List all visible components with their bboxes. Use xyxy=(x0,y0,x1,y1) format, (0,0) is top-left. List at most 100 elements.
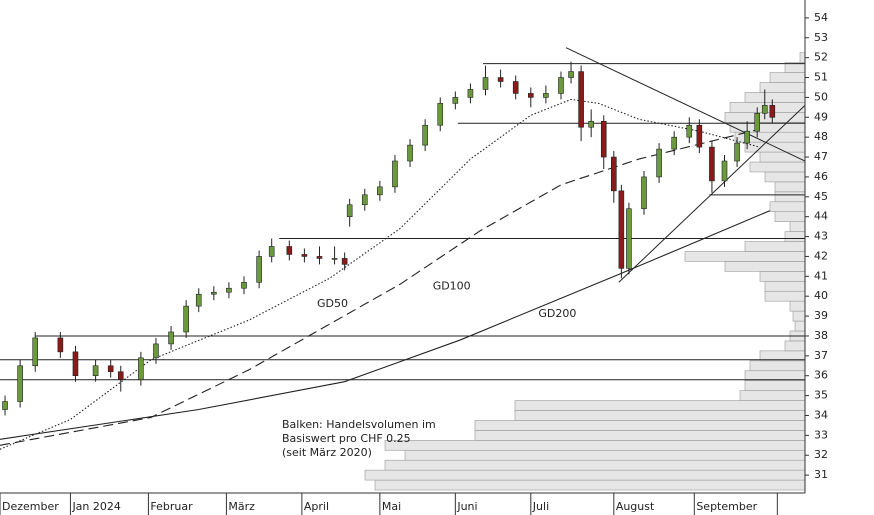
y-tick-label: 44 xyxy=(814,210,828,223)
candle-body xyxy=(618,190,625,269)
candle-body xyxy=(92,365,99,377)
y-tick-label: 52 xyxy=(814,51,828,64)
y-tick-label: 36 xyxy=(814,369,828,382)
candle-body xyxy=(568,71,574,78)
x-tick-label: Mai xyxy=(382,500,401,513)
y-tick-label: 42 xyxy=(814,249,828,262)
x-tick-label: Juni xyxy=(456,500,477,513)
candle-body xyxy=(168,331,174,345)
volume-bar xyxy=(374,479,806,491)
candle-body xyxy=(512,81,519,94)
candle-body xyxy=(301,254,308,257)
volume-bar xyxy=(364,469,806,481)
volume-bar xyxy=(794,320,806,332)
candle-body xyxy=(331,258,338,260)
ma-label: GD100 xyxy=(433,279,471,292)
y-tick-label: 33 xyxy=(814,428,828,441)
trendline xyxy=(618,104,806,283)
x-tick-label: Dezember xyxy=(2,500,59,513)
candle-body xyxy=(32,337,39,367)
candle-body xyxy=(422,124,428,146)
candle-body xyxy=(407,144,413,162)
x-tick-label: Juli xyxy=(532,500,549,513)
y-tick-label: 49 xyxy=(814,110,828,123)
candle-body xyxy=(107,365,114,373)
volume-bar xyxy=(514,410,806,421)
candle-body xyxy=(671,136,677,150)
candle-body xyxy=(626,208,632,269)
volume-bar xyxy=(769,72,806,83)
y-tick-label: 50 xyxy=(814,90,828,103)
volume-bar xyxy=(769,201,806,213)
candle-body xyxy=(256,256,262,283)
y-tick-label: 40 xyxy=(814,289,828,302)
y-tick-label: 39 xyxy=(814,309,828,322)
volume-bar xyxy=(474,430,806,441)
volume-bar xyxy=(759,82,806,93)
y-tick-label: 45 xyxy=(814,190,828,203)
volume-bar xyxy=(774,211,806,222)
candle-body xyxy=(744,130,750,144)
x-tick-label: Jan 2024 xyxy=(71,500,120,513)
y-tick-label: 38 xyxy=(814,329,828,342)
volume-bar xyxy=(774,191,806,203)
candle-body xyxy=(153,343,159,359)
volume-bar xyxy=(764,280,806,292)
volume-bar xyxy=(404,449,806,461)
candle-body xyxy=(497,77,504,82)
candle-body xyxy=(452,97,459,104)
volume-bar xyxy=(759,271,806,282)
candle-body xyxy=(195,293,202,307)
volume-bar xyxy=(774,181,806,193)
volume-bar xyxy=(474,420,806,431)
x-tick-label: April xyxy=(304,500,329,513)
candle-body xyxy=(611,156,617,192)
candle-body xyxy=(17,365,23,402)
candle-body xyxy=(543,93,549,98)
volume-bar xyxy=(514,400,806,411)
y-tick-label: 41 xyxy=(814,269,828,282)
volume-bar xyxy=(749,161,806,173)
candle-body xyxy=(346,204,353,217)
y-tick-label: 43 xyxy=(814,230,828,243)
candle-body xyxy=(709,146,715,182)
moving-average xyxy=(0,210,770,440)
y-tick-label: 48 xyxy=(814,130,828,143)
candle-body xyxy=(138,357,144,380)
candle-body xyxy=(211,291,217,295)
candle-body xyxy=(641,176,647,210)
candle-body xyxy=(117,371,124,380)
candle-body xyxy=(588,120,594,128)
volume-bar xyxy=(764,171,806,183)
y-tick-label: 37 xyxy=(814,349,828,362)
note-text: Balken: Handelsvolumen im xyxy=(282,418,436,431)
volume-bar xyxy=(784,340,806,352)
x-tick-label: März xyxy=(228,500,255,513)
ma-label: GD50 xyxy=(317,297,348,310)
volume-bar xyxy=(784,231,806,242)
volume-bar xyxy=(744,380,806,391)
candle-body xyxy=(696,124,703,148)
volume-bar xyxy=(789,300,806,312)
moving-average xyxy=(0,128,760,446)
x-tick-label: Februar xyxy=(150,500,193,513)
y-tick-label: 47 xyxy=(814,150,828,163)
volume-bar xyxy=(792,310,806,322)
volume-bar xyxy=(764,290,806,302)
ma-label: GD200 xyxy=(538,307,576,320)
candle-body xyxy=(467,89,474,98)
y-tick-label: 34 xyxy=(814,408,828,421)
volume-bar xyxy=(724,261,806,272)
candle-body xyxy=(316,256,323,259)
candle-body xyxy=(57,337,64,353)
candle-body xyxy=(769,105,776,118)
note-text: (seit März 2020) xyxy=(282,446,372,459)
y-tick-label: 31 xyxy=(814,468,828,481)
y-tick-label: 32 xyxy=(814,448,828,461)
candle-body xyxy=(482,77,489,90)
note-text: Basiswert pro CHF 0.25 xyxy=(282,432,411,445)
candle-body xyxy=(686,124,693,138)
candle-body xyxy=(241,281,247,289)
y-tick-label: 54 xyxy=(814,11,828,24)
